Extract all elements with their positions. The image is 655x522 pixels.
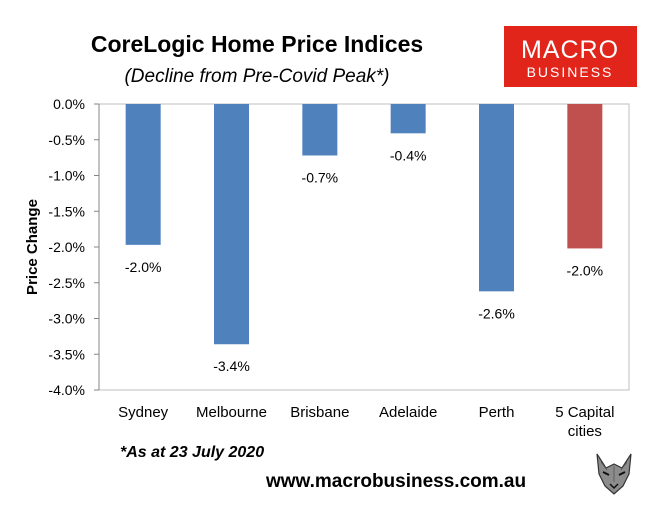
logo-background — [504, 26, 637, 87]
category-label: cities — [568, 423, 602, 440]
y-tick-label: -3.0% — [48, 311, 85, 327]
bar — [302, 104, 338, 156]
category-label: Sydney — [118, 404, 169, 421]
wolf-icon — [589, 448, 639, 498]
footnote: *As at 23 July 2020 — [120, 444, 264, 461]
category-label: Perth — [479, 404, 515, 421]
bar — [390, 104, 426, 134]
y-tick-label: -4.0% — [48, 382, 85, 398]
bars — [125, 104, 603, 345]
category-label: Adelaide — [379, 404, 437, 421]
data-label: -0.4% — [390, 147, 427, 163]
category-label: Melbourne — [196, 404, 267, 421]
plot-area — [98, 103, 630, 391]
logo-line-1: MACRO — [521, 36, 619, 64]
category-label: 5 Capital — [555, 404, 614, 421]
x-axis: Sydney Melbourne Brisbane Adelaide Perth 5 Ca… — [118, 404, 614, 440]
data-labels: -2.0% -3.4% -0.7% -0.4% -2.6% -2.0% — [125, 147, 603, 374]
bar — [214, 104, 249, 345]
y-tick-label: 0.0% — [53, 96, 85, 112]
y-tick-label: -0.5% — [48, 132, 85, 148]
chart-subtitle: (Decline from Pre-Covid Peak*) — [124, 66, 389, 87]
bar — [567, 104, 603, 249]
data-label: -2.0% — [125, 259, 162, 275]
y-axis-label: Price Change — [24, 199, 41, 295]
data-label: -2.0% — [567, 262, 604, 278]
y-axis: 0.0% -0.5% -1.0% -1.5% -2.0% -2.5% -3.0% -3.5% -… — [48, 96, 100, 398]
y-tick-label: -3.5% — [48, 346, 85, 362]
y-tick-label: -2.0% — [48, 239, 85, 255]
y-tick-label: -1.0% — [48, 168, 85, 184]
bar — [125, 104, 161, 245]
data-label: -0.7% — [302, 169, 339, 185]
data-label: -2.6% — [478, 305, 515, 321]
data-label: -3.4% — [213, 358, 250, 374]
website-url: www.macrobusiness.com.au — [265, 471, 526, 492]
category-label: Brisbane — [290, 404, 349, 421]
y-tick-label: -2.5% — [48, 275, 85, 291]
bar — [479, 104, 514, 292]
logo-line-2: BUSINESS — [527, 64, 614, 80]
macrobusiness-logo: MACRO BUSINESS — [504, 26, 637, 87]
y-tick-label: -1.5% — [48, 203, 85, 219]
chart-title: CoreLogic Home Price Indices — [91, 31, 423, 57]
